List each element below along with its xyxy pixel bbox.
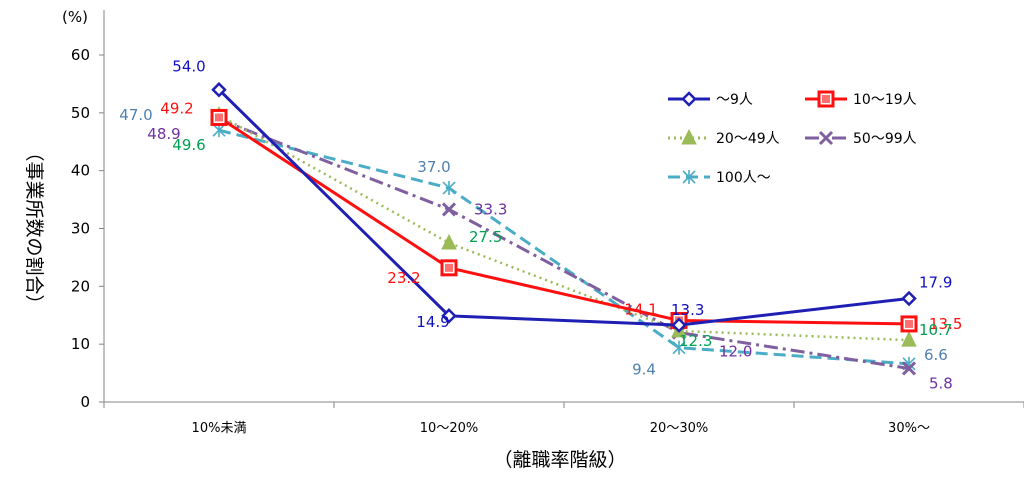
data-label: 17.9: [919, 273, 952, 291]
legend-item: 20～49人: [668, 128, 780, 147]
data-point-marker: [441, 308, 457, 324]
series-5: [212, 123, 916, 371]
series-line: [218, 114, 910, 342]
data-point-marker: [681, 91, 697, 107]
data-label: 12.3: [679, 332, 712, 350]
legend-label: 100人～: [716, 170, 771, 186]
data-point-marker-fill: [445, 263, 453, 272]
legend-label: 20～49人: [716, 131, 780, 147]
data-point-marker: [818, 130, 834, 146]
data-point-marker: [671, 317, 687, 333]
data-point-marker: [681, 128, 697, 145]
x-category-label: 20～30%: [650, 421, 708, 436]
series-line: [218, 116, 910, 326]
y-unit-label: (%): [62, 8, 88, 26]
data-point-marker-fill: [822, 95, 830, 103]
data-point-marker-fill: [215, 113, 223, 122]
series-line: [217, 88, 910, 327]
legend: ～9人 10～19人 20～49人 50～99人 100人～: [668, 90, 917, 186]
data-point-marker: [441, 233, 457, 250]
y-tick-label: 0: [80, 393, 90, 411]
x-axis-title: （離職率階級）: [493, 449, 626, 471]
legend-item: 10～19人: [805, 90, 917, 108]
data-label: 13.5: [929, 315, 962, 333]
data-point-marker-fill: [905, 319, 913, 328]
data-point-marker: [901, 361, 917, 376]
y-tick-label: 10: [71, 335, 90, 353]
data-label: 14.1: [624, 300, 657, 318]
data-label: 14.9: [416, 313, 449, 331]
legend-label: 50～99人: [853, 131, 917, 147]
legend-item: 100人～: [668, 170, 771, 186]
x-category-label: 10%未満: [192, 421, 247, 436]
y-tick-label: 60: [71, 46, 90, 64]
y-tick-label: 40: [71, 162, 90, 180]
data-labels: 54.0 14.9 13.3 17.9 49.2 23.2 14.1 13.5 49.6 27.5…: [119, 58, 962, 393]
legend-item: ～9人: [668, 91, 753, 108]
data-point-marker: [901, 290, 917, 307]
series-line: [218, 128, 910, 366]
data-label: 27.5: [469, 228, 502, 246]
data-label: 13.3: [671, 301, 704, 319]
axes: 0 10 20 30 40 50 60 10%未満 10～20% 20～30% 30%～: [71, 10, 1024, 436]
data-point-marker: [901, 331, 917, 347]
legend-label: 10～19人: [853, 92, 917, 108]
y-axis-title: （事業所数の割合）: [23, 142, 45, 313]
series-4: [211, 112, 917, 376]
data-label: 47.0: [119, 106, 152, 124]
data-label: 10.7: [919, 321, 952, 339]
series-line: [218, 117, 910, 370]
data-label: 6.6: [924, 346, 948, 364]
y-tick-label: 50: [71, 104, 90, 122]
data-point-marker: [441, 202, 457, 217]
data-label: 48.9: [147, 125, 180, 143]
data-label: 5.8: [929, 374, 953, 392]
y-tick-label: 20: [71, 277, 90, 295]
data-point-marker: [211, 81, 227, 98]
data-point-marker: [672, 340, 686, 355]
x-category-label: 30%～: [888, 421, 930, 436]
data-label: 49.6: [172, 136, 205, 154]
data-label: 9.4: [632, 361, 656, 379]
series-1: [211, 81, 917, 333]
data-label: 12.0: [719, 343, 752, 361]
data-label: 33.3: [474, 200, 507, 218]
series-layer: [210, 81, 918, 376]
data-label: 23.2: [387, 269, 420, 287]
legend-label: ～9人: [716, 92, 753, 108]
data-point-marker: [442, 181, 456, 196]
data-label: 49.2: [160, 99, 193, 117]
y-tick-label: 30: [71, 220, 90, 238]
legend-item: 50～99人: [805, 130, 917, 147]
data-label: 37.0: [417, 158, 450, 176]
data-point-marker: [682, 170, 696, 184]
data-label: 54.0: [172, 58, 205, 76]
series-2: [210, 108, 918, 333]
x-category-label: 10～20%: [420, 421, 478, 436]
